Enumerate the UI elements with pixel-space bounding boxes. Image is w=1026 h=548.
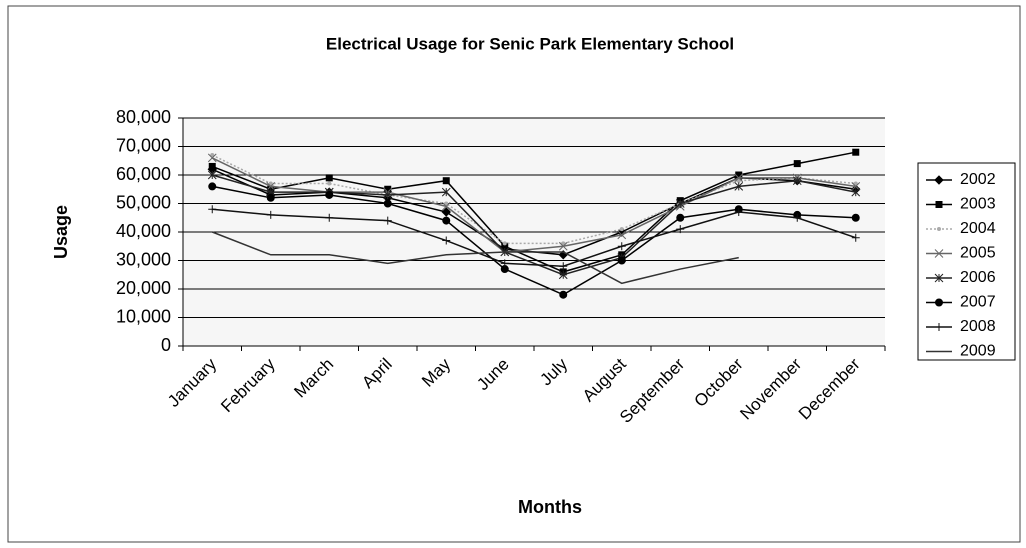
marker bbox=[559, 262, 568, 271]
marker bbox=[792, 176, 802, 186]
legend-label: 2003 bbox=[960, 196, 996, 213]
marker bbox=[558, 241, 568, 251]
marker bbox=[851, 187, 861, 197]
marker bbox=[935, 298, 943, 307]
y-tick-label: 0 bbox=[161, 335, 171, 355]
marker bbox=[934, 273, 944, 283]
y-tick-label: 80,000 bbox=[116, 107, 171, 127]
marker bbox=[325, 174, 333, 182]
marker bbox=[734, 182, 744, 191]
marker bbox=[734, 173, 744, 183]
marker bbox=[676, 225, 685, 234]
marker bbox=[852, 148, 860, 156]
marker bbox=[441, 207, 451, 217]
series-line bbox=[211, 154, 856, 245]
y-tick-label: 10,000 bbox=[116, 306, 171, 326]
marker bbox=[383, 199, 392, 208]
marker bbox=[561, 241, 566, 246]
marker bbox=[934, 249, 944, 258]
marker bbox=[327, 181, 332, 186]
chart-title: Electrical Usage for Senic Park Elementa… bbox=[326, 34, 734, 53]
legend-label: 2005 bbox=[960, 245, 996, 262]
marker bbox=[851, 213, 860, 222]
marker bbox=[266, 193, 275, 202]
marker bbox=[442, 177, 450, 185]
marker bbox=[853, 181, 858, 186]
y-axis-title: Usage bbox=[51, 205, 71, 259]
marker bbox=[937, 227, 941, 231]
marker bbox=[558, 270, 568, 280]
marker bbox=[675, 199, 685, 208]
marker bbox=[442, 216, 451, 225]
marker bbox=[793, 160, 801, 168]
y-tick-label: 50,000 bbox=[116, 192, 171, 212]
marker bbox=[441, 187, 451, 197]
y-tick-label: 20,000 bbox=[116, 278, 171, 298]
marker bbox=[208, 162, 216, 170]
marker bbox=[559, 290, 568, 299]
marker bbox=[444, 201, 449, 206]
marker bbox=[383, 216, 392, 225]
marker bbox=[268, 181, 273, 186]
series-line bbox=[211, 231, 739, 285]
marker bbox=[935, 201, 943, 208]
marker bbox=[442, 236, 451, 245]
marker bbox=[851, 233, 860, 242]
legend-label: 2007 bbox=[960, 294, 996, 311]
marker bbox=[617, 256, 626, 265]
y-tick-label: 30,000 bbox=[116, 249, 171, 269]
series-line bbox=[212, 174, 856, 276]
series-line bbox=[211, 157, 856, 253]
y-tick-label: 60,000 bbox=[116, 164, 171, 184]
marker bbox=[793, 213, 802, 222]
marker bbox=[617, 242, 626, 251]
marker bbox=[734, 208, 743, 217]
legend-label: 2009 bbox=[960, 343, 996, 360]
marker bbox=[207, 170, 217, 180]
marker bbox=[383, 190, 393, 200]
marker bbox=[207, 153, 217, 163]
marker bbox=[325, 190, 334, 199]
marker bbox=[736, 178, 741, 183]
series-line bbox=[212, 185, 856, 296]
marker bbox=[502, 241, 507, 246]
marker bbox=[619, 227, 624, 232]
x-axis-title: Months bbox=[518, 497, 582, 517]
marker bbox=[934, 175, 944, 185]
marker bbox=[266, 210, 275, 219]
marker bbox=[500, 259, 509, 268]
legend-label: 2008 bbox=[960, 318, 996, 335]
marker bbox=[676, 213, 685, 222]
marker bbox=[935, 323, 943, 331]
legend-label: 2006 bbox=[960, 269, 996, 286]
series-line bbox=[212, 208, 856, 267]
y-tick-label: 70,000 bbox=[116, 135, 171, 155]
marker bbox=[441, 201, 451, 211]
marker bbox=[208, 182, 217, 191]
legend-label: 2004 bbox=[960, 220, 996, 237]
y-tick-label: 40,000 bbox=[116, 221, 171, 241]
legend-label: 2002 bbox=[960, 171, 996, 188]
series-line bbox=[211, 151, 856, 273]
marker bbox=[210, 153, 215, 158]
marker bbox=[208, 205, 217, 214]
marker bbox=[325, 213, 334, 222]
marker bbox=[617, 230, 627, 240]
